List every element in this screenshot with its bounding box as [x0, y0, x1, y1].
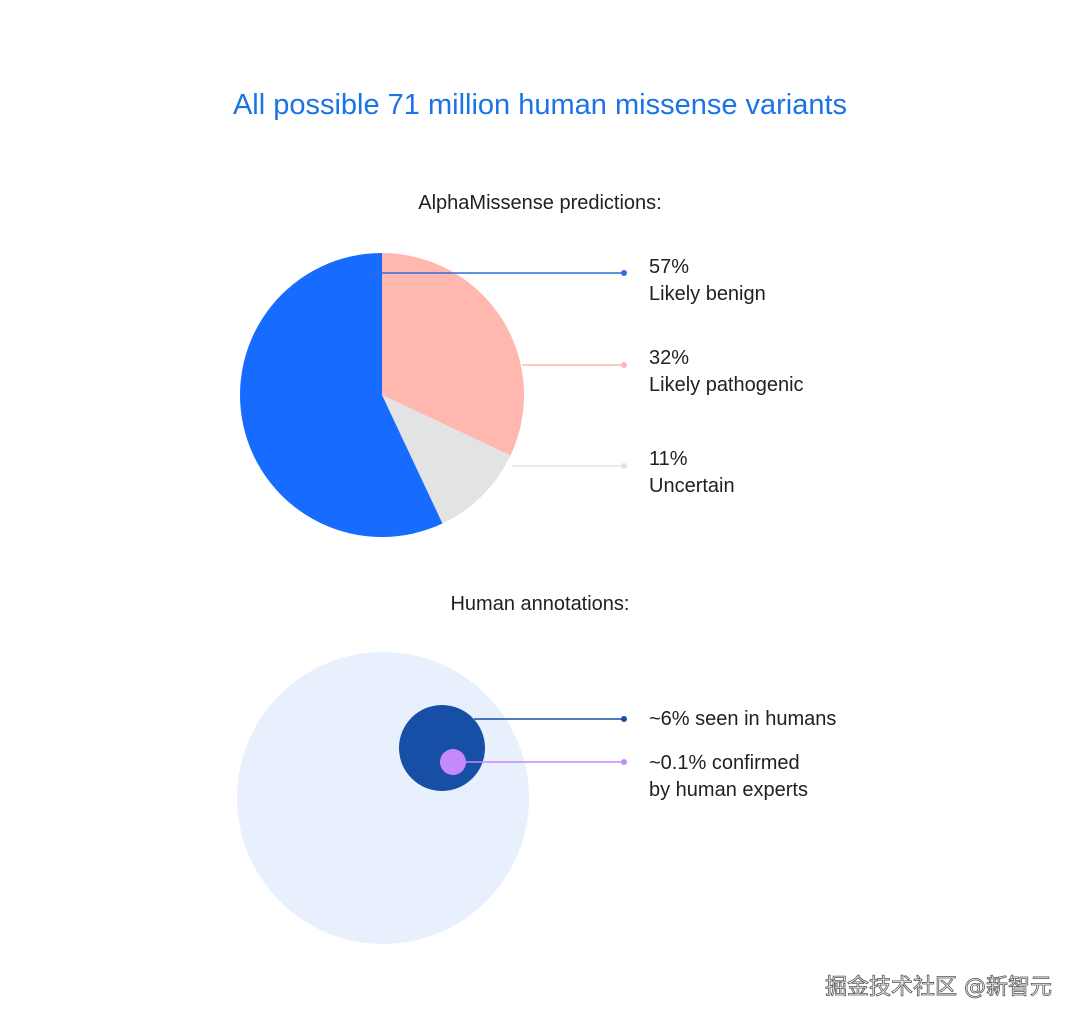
slice-value-likely-benign: 57% [649, 256, 689, 278]
nested-circles-chart [237, 652, 529, 944]
all-variants-circle [237, 652, 529, 944]
figure-title: All possible 71 million human missense v… [233, 89, 847, 121]
pie-slice-uncertain [382, 395, 511, 524]
slice-value-likely-pathogenic: 32% [649, 347, 689, 369]
pie-chart [239, 253, 524, 537]
slice-label-likely-pathogenic: Likely pathogenic [649, 374, 804, 396]
seen-in-humans-circle [399, 705, 485, 791]
leader-dot-uncertain [621, 463, 627, 469]
confirmed-circle [440, 749, 466, 775]
confirmed-label: ~0.1% confirmed [649, 752, 800, 774]
seen-in-humans-label: ~6% seen in humans [649, 708, 836, 730]
watermark-text: 掘金技术社区 @新智元 [825, 975, 1052, 1000]
leader-dot-likely-pathogenic [621, 362, 627, 368]
pie-slice-likely-pathogenic [382, 253, 524, 456]
circles-legend: ~6% seen in humans ~0.1% confirmed by huma… [458, 708, 836, 801]
slice-label-likely-benign: Likely benign [649, 283, 766, 305]
pie-chart-title: AlphaMissense predictions: [418, 192, 661, 214]
pie-slice-likely-benign [239, 253, 443, 537]
slice-label-uncertain: Uncertain [649, 475, 735, 497]
slice-value-uncertain: 11% [649, 448, 688, 470]
pie-legend: 57% Likely benign 32% Likely pathogenic 11% U… [370, 256, 804, 497]
leader-dot-seen-in-humans [621, 716, 627, 722]
confirmed-label-line2: by human experts [649, 779, 808, 801]
leader-dot-likely-benign [621, 270, 627, 276]
leader-dot-confirmed [621, 759, 627, 765]
circles-chart-title: Human annotations: [450, 593, 629, 615]
